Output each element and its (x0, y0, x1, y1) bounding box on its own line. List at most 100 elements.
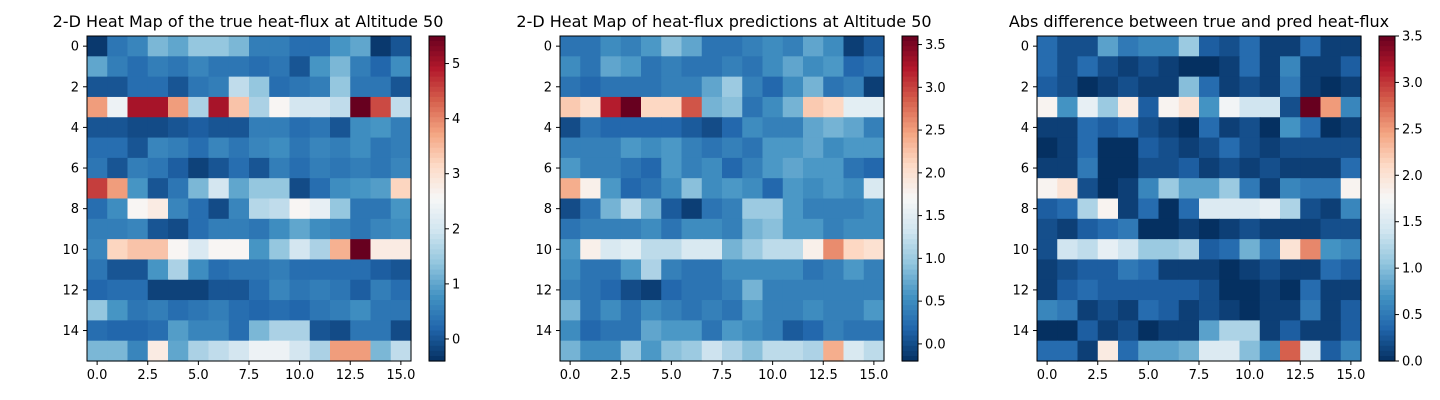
colorbar-segment (902, 350, 918, 357)
heatmap-cell (1340, 157, 1362, 179)
heatmap-cell (1037, 218, 1058, 240)
heatmap-cell (350, 56, 372, 78)
colorbar-segment (1379, 117, 1395, 123)
heatmap-cell (1239, 259, 1261, 281)
heatmap-cell (330, 279, 351, 301)
colorbar-segment (1379, 340, 1395, 347)
colorbar-segment (429, 127, 445, 134)
heatmap-cell (843, 279, 865, 301)
heatmap-cell (1037, 320, 1058, 342)
heatmap-cell (309, 76, 331, 98)
heatmap-cell (560, 117, 581, 139)
heatmap-cell (600, 96, 622, 118)
heatmap-cell (188, 239, 210, 261)
heatmap-cell (762, 320, 784, 342)
heatmap-cell (269, 178, 291, 200)
heatmap-cell (742, 300, 764, 321)
heatmap-cell (350, 340, 372, 362)
heatmap-cell (107, 76, 129, 98)
heatmap-cell (580, 178, 602, 200)
heatmap-cell (208, 117, 230, 139)
colorbar-segment (1379, 76, 1395, 83)
colorbar-segment (1379, 305, 1395, 311)
heatmap-cell (1158, 117, 1180, 139)
colorbar-tick-label: 1.5 (1402, 215, 1423, 230)
heatmap-cell (1239, 76, 1261, 98)
heatmap-cell (641, 137, 662, 159)
heatmap-cell (1280, 117, 1301, 139)
heatmap-cell (249, 157, 270, 179)
heatmap-cell (620, 279, 642, 301)
heatmap-cell (249, 178, 270, 200)
heatmap-cell (228, 137, 250, 159)
heatmap-cell (309, 198, 331, 220)
heatmap-cell (641, 117, 662, 139)
colorbar-tick-label: 0.5 (1402, 308, 1423, 323)
heatmap-cell (208, 76, 230, 98)
colorbar-segment (1379, 193, 1395, 200)
heatmap-cell (228, 300, 250, 321)
colorbar-segment (429, 340, 445, 347)
heatmap-cell (1097, 279, 1119, 301)
heatmap-cell (350, 320, 372, 342)
heatmap-cell (1077, 117, 1099, 139)
heatmap-cell (620, 320, 642, 342)
x-tick-label: 2.5 (610, 368, 631, 383)
heatmap-cell (843, 178, 865, 200)
colorbar-segment (429, 198, 445, 205)
heatmap-cell (1037, 96, 1058, 118)
colorbar-segment (429, 178, 445, 184)
heatmap-cell (107, 239, 129, 261)
heatmap-cell (823, 300, 845, 321)
heatmap-cell (661, 137, 683, 159)
heatmap-cell (722, 279, 743, 301)
colorbar-segment (429, 244, 445, 250)
heatmap-cell (1057, 340, 1079, 362)
colorbar-segment (1379, 289, 1395, 296)
heatmap-cell (370, 239, 392, 261)
heatmap-cell (390, 56, 412, 78)
heatmap-cell (147, 157, 169, 179)
heatmap-cell (390, 137, 412, 159)
heatmap-cell (1138, 76, 1160, 98)
colorbar-segment (429, 81, 445, 88)
heatmap-cell (309, 279, 331, 301)
heatmap-cell (661, 76, 683, 98)
heatmap-cell (1259, 300, 1281, 321)
heatmap-cell (701, 178, 723, 200)
heatmap-cell (823, 218, 845, 240)
heatmap-cell (127, 96, 149, 118)
heatmap-cell (681, 239, 703, 261)
heatmap-cell (390, 178, 412, 200)
colorbar-segment (429, 142, 445, 149)
heatmap-cell (580, 76, 602, 98)
colorbar-segment (902, 193, 918, 200)
heatmap-cell (127, 76, 149, 98)
heatmap-cell (1158, 239, 1180, 261)
heatmap-cell (641, 157, 662, 179)
heatmap-cell (330, 76, 351, 98)
heatmap-cell (309, 300, 331, 321)
x-tick-label: 0.0 (1037, 368, 1058, 383)
heatmap-cell (289, 56, 311, 78)
colorbar-segment (1379, 345, 1395, 352)
heatmap-cell (823, 56, 845, 78)
heatmap-cell (560, 340, 581, 362)
heatmap-cell (249, 198, 270, 220)
heatmap-cell (681, 178, 703, 200)
heatmap-cell (1077, 300, 1099, 321)
heatmap-cell (1037, 239, 1058, 261)
heatmap-cell (1320, 117, 1342, 139)
heatmap-cell (1340, 198, 1362, 220)
heatmap-cell (1178, 178, 1200, 200)
heatmap-cell (87, 320, 108, 342)
colorbar-segment (902, 51, 918, 57)
heatmap-cell (600, 198, 622, 220)
heatmap-cell (782, 198, 804, 220)
colorbar-segment (429, 36, 445, 42)
heatmap-cell (208, 157, 230, 179)
heatmap-cell (350, 259, 372, 281)
colorbar-segment (1379, 41, 1395, 47)
heatmap-cell (208, 198, 230, 220)
heatmap-cell (1199, 340, 1220, 362)
